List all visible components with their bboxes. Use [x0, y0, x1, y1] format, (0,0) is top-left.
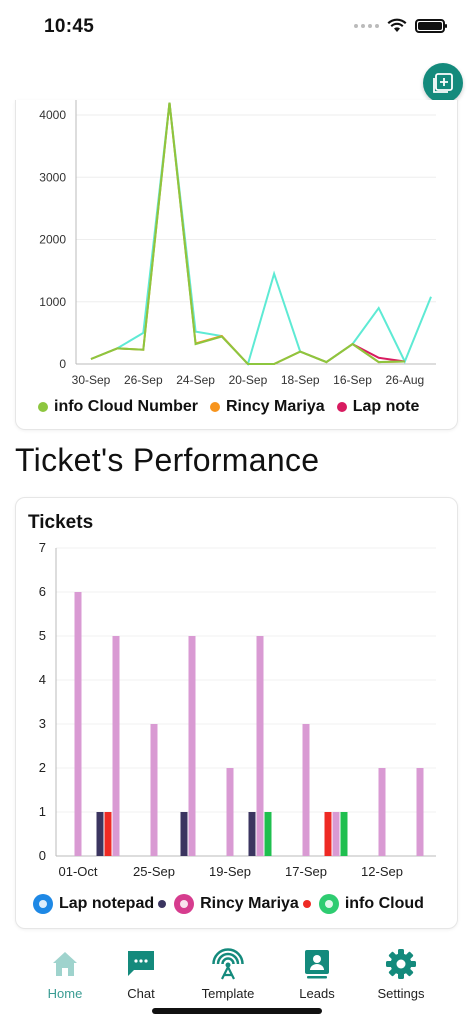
legend-dot [158, 900, 167, 908]
ticket-bar [104, 812, 112, 856]
ticket-bar [248, 812, 256, 856]
line-chart-x-tick: 24-Sep [176, 373, 215, 387]
legend-dot [302, 900, 311, 908]
bar-chart-x-tick: 01-Oct [58, 864, 97, 879]
signal-icon [354, 23, 379, 28]
line-series-1 [90, 102, 405, 365]
ticket-bar [150, 724, 158, 856]
line-chart-card: 0 1000 2000 3000 4000 30-Sep 26-Sep 24-Sep 20-Se… [15, 100, 458, 430]
line-chart-x-tick: 20-Sep [229, 373, 268, 387]
nav-home-label: Home [47, 986, 83, 1001]
ticket-bar [416, 768, 424, 856]
legend-label: Rincy Mariya [225, 398, 325, 415]
add-box-icon [433, 73, 453, 93]
bar-chart-y-tick: 2 [39, 760, 46, 775]
leads-icon [305, 950, 329, 979]
wifi-icon [387, 18, 407, 32]
legend-label: info Cloud [344, 895, 424, 912]
status-time: 10:45 [44, 16, 95, 37]
section-title: Ticket's Performance [15, 442, 320, 478]
home-indicator [152, 1008, 322, 1014]
legend-dot [209, 402, 220, 412]
ticket-bar [96, 812, 104, 856]
bar-chart-y-tick: 5 [39, 628, 46, 643]
ticket-bar [226, 768, 234, 856]
bar-chart-y-tick: 7 [39, 540, 46, 555]
legend-label: info Cloud Number [54, 398, 198, 415]
ticket-bar [378, 768, 386, 856]
legend-avatar-icon [318, 894, 339, 914]
add-button[interactable] [423, 63, 463, 103]
nav-leads[interactable]: Leads [272, 948, 362, 1001]
battery-icon [415, 18, 447, 33]
line-chart: 0 1000 2000 3000 4000 30-Sep 26-Sep 24-Sep 20-Se… [39, 100, 436, 387]
line-chart-y-tick: 4000 [39, 108, 66, 122]
ticket-bar [74, 592, 82, 856]
bar-chart-x-tick: 17-Sep [285, 864, 327, 879]
bar-chart-title: Tickets [28, 512, 94, 533]
line-legend-item: info Cloud Number [38, 398, 198, 416]
line-legend-item: Rincy Mariya [209, 398, 325, 416]
legend-avatar-icon [33, 894, 53, 914]
line-chart-y-tick: 2000 [39, 233, 66, 247]
line-chart-x-tick: 30-Sep [72, 373, 111, 387]
legend-label: Lap notepad [59, 895, 155, 912]
bar-chart-x-tick: 19-Sep [209, 864, 251, 879]
line-legend-item: Lap note [336, 398, 420, 416]
settings-icon [386, 949, 416, 979]
nav-template[interactable]: Template [183, 948, 273, 1001]
ticket-bar [256, 636, 264, 856]
legend-dot [336, 402, 347, 412]
line-chart-y-tick: 0 [59, 357, 66, 371]
legend-avatar-icon [174, 894, 195, 914]
line-series-3 [90, 102, 432, 366]
ticket-bar [302, 724, 310, 856]
ticket-bar [188, 636, 196, 856]
bar-chart-y-tick: 3 [39, 716, 46, 731]
bar-chart-x-tick: 25-Sep [133, 864, 175, 879]
bar-chart: 0 1 2 3 4 5 6 7 01-Oct 25-Sep 19-Sep 17-Sep 12-Sep [39, 540, 436, 879]
line-chart-y-tick: 3000 [39, 170, 66, 184]
bar-chart-y-tick: 1 [39, 804, 46, 819]
ticket-bar [332, 812, 340, 856]
nav-settings-label: Settings [377, 986, 425, 1001]
ticket-bar [180, 812, 188, 856]
nav-settings[interactable]: Settings [356, 948, 446, 1001]
nav-chat[interactable]: Chat [96, 948, 186, 1001]
nav-template-label: Template [201, 986, 255, 1001]
line-chart-legend: info Cloud Number Rincy Mariya Lap note [38, 398, 431, 416]
bar-legend-item: Lap notepad [33, 894, 170, 914]
bar-legend-item: info Cloud [318, 894, 424, 914]
bar-chart-legend: Lap notepad Rincy Mariya info Cloud [33, 894, 428, 914]
line-chart-x-tick: 26-Sep [124, 373, 163, 387]
bar-chart-x-tick: 12-Sep [361, 864, 403, 879]
ticket-bar [264, 812, 272, 856]
line-chart-x-tick: 26-Aug [385, 373, 424, 387]
chat-icon [128, 951, 154, 976]
ticket-bar [324, 812, 332, 856]
line-chart-x-tick: 18-Sep [281, 373, 320, 387]
nav-chat-label: Chat [127, 986, 155, 1001]
line-series-2 [352, 343, 405, 363]
bar-legend-item: Rincy Mariya [174, 894, 315, 914]
legend-dot [38, 402, 48, 412]
line-chart-x-tick: 16-Sep [333, 373, 372, 387]
template-icon [212, 948, 244, 980]
nav-home[interactable]: Home [20, 948, 110, 1001]
line-chart-y-tick: 1000 [39, 295, 66, 309]
ticket-bar [340, 812, 348, 856]
status-bar: 10:45 [0, 0, 473, 56]
legend-label: Lap note [352, 398, 420, 415]
bar-chart-card: Tickets 0 1 2 3 4 5 6 7 01-Oct 25-Sep 19-Sep 17-Sep… [15, 497, 458, 929]
home-icon [53, 952, 77, 976]
legend-label: Rincy Mariya [200, 895, 299, 912]
bar-chart-y-tick: 4 [39, 672, 46, 687]
status-icons [354, 18, 447, 33]
line-series-0 [90, 102, 405, 365]
nav-leads-label: Leads [299, 986, 335, 1001]
ticket-bar [112, 636, 120, 856]
bar-chart-y-tick: 0 [39, 848, 46, 863]
bar-chart-y-tick: 6 [39, 584, 46, 599]
